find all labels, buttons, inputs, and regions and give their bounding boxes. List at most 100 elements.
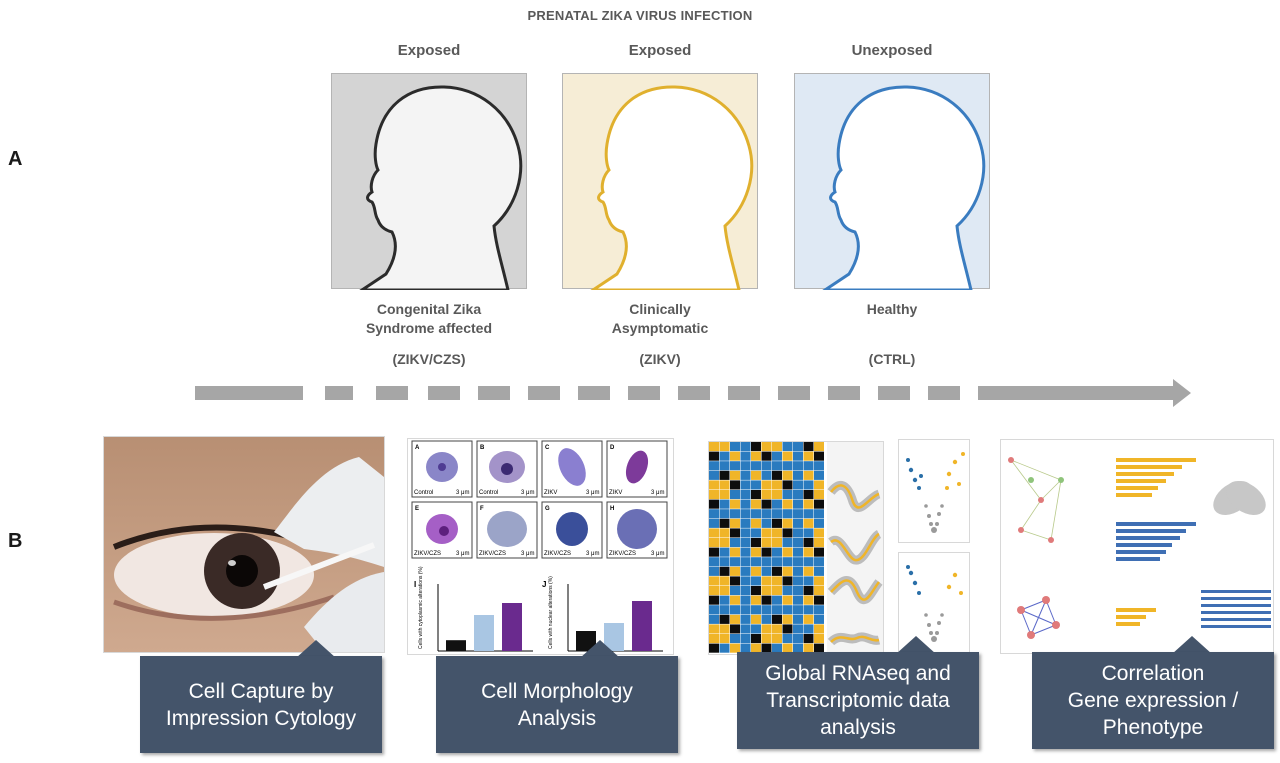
heatmap-cell bbox=[751, 461, 761, 471]
heatmap-cell bbox=[814, 634, 824, 644]
heatmap-cell bbox=[803, 634, 814, 644]
heatmap-cell bbox=[761, 470, 772, 480]
heatmap-cell bbox=[761, 586, 772, 596]
heatmap-cell bbox=[719, 547, 730, 557]
volcano-graphic-bottom bbox=[906, 565, 963, 642]
heatmap-cell bbox=[730, 499, 740, 509]
heatmap-cell bbox=[793, 643, 803, 653]
step-cell-morphology: Cell Morphology Analysis bbox=[436, 656, 678, 753]
heatmap-cell bbox=[772, 605, 782, 615]
heatmap-cell bbox=[803, 538, 814, 548]
heatmap-graphic bbox=[709, 442, 883, 654]
cell-label-d: ZIKV bbox=[609, 490, 622, 496]
heatmap-cell bbox=[740, 480, 751, 490]
heatmap-cell bbox=[730, 509, 740, 519]
heatmap-cell bbox=[761, 634, 772, 644]
chart-j-bar-0 bbox=[576, 631, 596, 651]
cell-letter-c: C bbox=[545, 445, 550, 451]
scale-label-f: 3 μm bbox=[521, 551, 534, 557]
heatmap-cell bbox=[730, 557, 740, 567]
heatmap-cell bbox=[782, 634, 793, 644]
heatmap-cell bbox=[793, 595, 803, 605]
heatmap-cell bbox=[740, 451, 751, 461]
heatmap-cell bbox=[719, 605, 730, 615]
heatmap-cell bbox=[761, 509, 772, 519]
heatmap-cell bbox=[740, 643, 751, 653]
heatmap-cell bbox=[751, 480, 761, 490]
heatmap-cell bbox=[730, 643, 740, 653]
heatmap-cell bbox=[772, 634, 782, 644]
heatmap-cell bbox=[782, 557, 793, 567]
heatmap-cell bbox=[803, 509, 814, 519]
heatmap-cell bbox=[814, 518, 824, 528]
heatmap-cell bbox=[814, 451, 824, 461]
heatmap-cell bbox=[751, 547, 761, 557]
heatmap-cell bbox=[751, 518, 761, 528]
heatmap-cell bbox=[803, 499, 814, 509]
heatmap-cell bbox=[814, 643, 824, 653]
heatmap-cell bbox=[761, 442, 772, 452]
heatmap-cell bbox=[751, 614, 761, 624]
heatmap-cell bbox=[740, 634, 751, 644]
heatmap-cell bbox=[719, 566, 730, 576]
heatmap-cell bbox=[751, 490, 761, 500]
heatmap-cell bbox=[772, 528, 782, 538]
heatmap-cell bbox=[772, 461, 782, 471]
heatmap-cell bbox=[772, 595, 782, 605]
heatmap-cell bbox=[782, 538, 793, 548]
heatmap-cell bbox=[761, 643, 772, 653]
heatmap-cell bbox=[782, 451, 793, 461]
heatmap-cell bbox=[709, 461, 719, 471]
heatmap-cell bbox=[730, 605, 740, 615]
heatmap-cell bbox=[730, 451, 740, 461]
cell-label-h: ZIKV/CZS bbox=[609, 551, 636, 557]
heatmap-cell bbox=[803, 557, 814, 567]
chart-j-letter: J bbox=[542, 580, 546, 589]
step4-line3: Phenotype bbox=[1102, 716, 1204, 739]
heatmap-cell bbox=[761, 461, 772, 471]
heatmap-cell bbox=[772, 557, 782, 567]
step3-line2: Transcriptomic data bbox=[766, 689, 950, 712]
heatmap-cell bbox=[719, 643, 730, 653]
heatmap-cell bbox=[793, 614, 803, 624]
heatmap-cell bbox=[751, 442, 761, 452]
step-cell-capture: Cell Capture by Impression Cytology bbox=[140, 656, 382, 753]
chart-j-bar-2 bbox=[632, 601, 652, 651]
heatmap-cell bbox=[751, 451, 761, 461]
cell-label-c: ZIKV bbox=[544, 490, 557, 496]
heatmap-cell bbox=[740, 547, 751, 557]
heatmap-cell bbox=[761, 624, 772, 634]
heatmap-cell bbox=[782, 461, 793, 471]
heatmap-cell bbox=[730, 528, 740, 538]
group1-code: (ZIKV/CZS) bbox=[392, 351, 466, 367]
chart-i-bar-2 bbox=[502, 603, 522, 651]
heatmap-cell bbox=[709, 451, 719, 461]
callout-notch-4 bbox=[1172, 636, 1212, 654]
heatmap-cell bbox=[719, 470, 730, 480]
heatmap-cell bbox=[803, 480, 814, 490]
heatmap-cell bbox=[772, 538, 782, 548]
heatmap-cell bbox=[793, 528, 803, 538]
callout-notch-1 bbox=[296, 640, 336, 658]
scale-label-c: 3 μm bbox=[586, 490, 599, 496]
heatmap-cell bbox=[740, 624, 751, 634]
heatmap-cell bbox=[782, 595, 793, 605]
heatmap-cell bbox=[709, 566, 719, 576]
heatmap-cell bbox=[719, 480, 730, 490]
heatmap-cell bbox=[772, 547, 782, 557]
step1-line2: Impression Cytology bbox=[165, 706, 357, 730]
step3-line3: analysis bbox=[820, 716, 896, 739]
group2-code: (ZIKV) bbox=[639, 351, 681, 367]
heatmap-cell bbox=[719, 461, 730, 471]
heatmap-cell bbox=[803, 528, 814, 538]
heatmap-cell bbox=[761, 499, 772, 509]
heatmap-cell bbox=[803, 442, 814, 452]
heatmap-cell bbox=[751, 470, 761, 480]
heatmap-cell bbox=[751, 528, 761, 538]
group1-exposure: Exposed bbox=[397, 42, 461, 59]
heatmap-cell bbox=[814, 624, 824, 634]
cell-letter-f: F bbox=[480, 506, 484, 512]
heatmap-cell bbox=[751, 586, 761, 596]
cell-letter-a: A bbox=[415, 445, 420, 451]
heatmap-cell bbox=[814, 490, 824, 500]
